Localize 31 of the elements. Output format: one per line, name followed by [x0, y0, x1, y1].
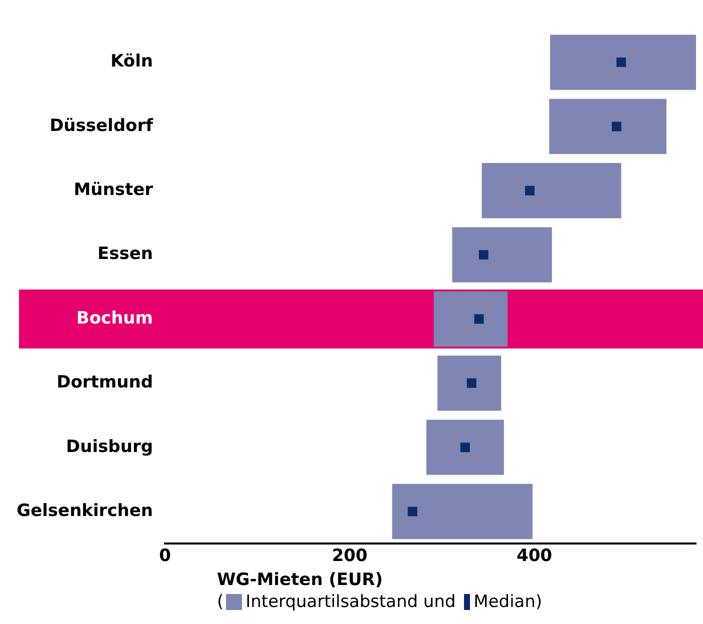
point	[525, 186, 535, 196]
point	[478, 250, 488, 260]
y-tick-label: Gelsenkirchen	[16, 500, 153, 521]
x-tick-label: 200	[332, 546, 368, 566]
legend-label: Interquartilsabstand und	[246, 592, 456, 612]
y-tick-label: Bochum	[76, 308, 153, 328]
bar	[452, 227, 552, 282]
x-tick-label: 0	[159, 546, 172, 566]
y-tick-label: Duisburg	[66, 436, 153, 457]
legend-label: Median)	[474, 592, 542, 612]
y-tick-label: Köln	[110, 52, 153, 72]
point	[466, 378, 476, 388]
bar	[550, 34, 696, 90]
bar	[437, 356, 502, 411]
point	[612, 122, 622, 132]
legend-title: (	[217, 592, 224, 612]
bar	[426, 420, 504, 475]
x-tick-label: 400	[516, 546, 552, 566]
bar	[482, 163, 622, 218]
y-tick-label: Essen	[98, 244, 153, 264]
point	[460, 442, 470, 452]
bar	[392, 484, 533, 540]
y-tick-label: Dortmund	[56, 372, 153, 393]
y-tick-label: Düsseldorf	[50, 116, 154, 136]
point	[408, 506, 418, 516]
point	[474, 314, 484, 324]
x-axis-title: WG-Mieten (EUR)	[217, 570, 384, 590]
bar	[434, 291, 508, 347]
bar	[549, 98, 666, 154]
y-tick-label: Münster	[74, 180, 154, 200]
point	[616, 58, 626, 68]
